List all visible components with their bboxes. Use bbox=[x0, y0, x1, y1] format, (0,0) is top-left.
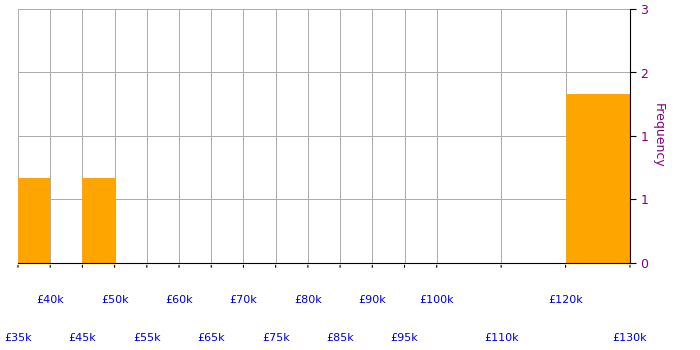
Text: £80k: £80k bbox=[294, 295, 322, 306]
Text: £35k: £35k bbox=[4, 334, 32, 343]
Text: £60k: £60k bbox=[165, 295, 192, 306]
Text: £65k: £65k bbox=[197, 334, 225, 343]
Text: £95k: £95k bbox=[391, 334, 419, 343]
Text: £110k: £110k bbox=[484, 334, 519, 343]
Text: £75k: £75k bbox=[262, 334, 290, 343]
Text: £120k: £120k bbox=[548, 295, 583, 306]
Text: £50k: £50k bbox=[101, 295, 128, 306]
Text: £55k: £55k bbox=[133, 334, 160, 343]
Text: £85k: £85k bbox=[326, 334, 354, 343]
Text: £45k: £45k bbox=[69, 334, 97, 343]
Text: £70k: £70k bbox=[230, 295, 258, 306]
Bar bbox=[566, 93, 630, 262]
Text: £40k: £40k bbox=[36, 295, 64, 306]
Text: £100k: £100k bbox=[419, 295, 454, 306]
Text: £90k: £90k bbox=[358, 295, 386, 306]
Bar bbox=[83, 178, 115, 262]
Text: £130k: £130k bbox=[612, 334, 648, 343]
Y-axis label: Frequency: Frequency bbox=[652, 104, 665, 168]
Bar bbox=[18, 178, 50, 262]
